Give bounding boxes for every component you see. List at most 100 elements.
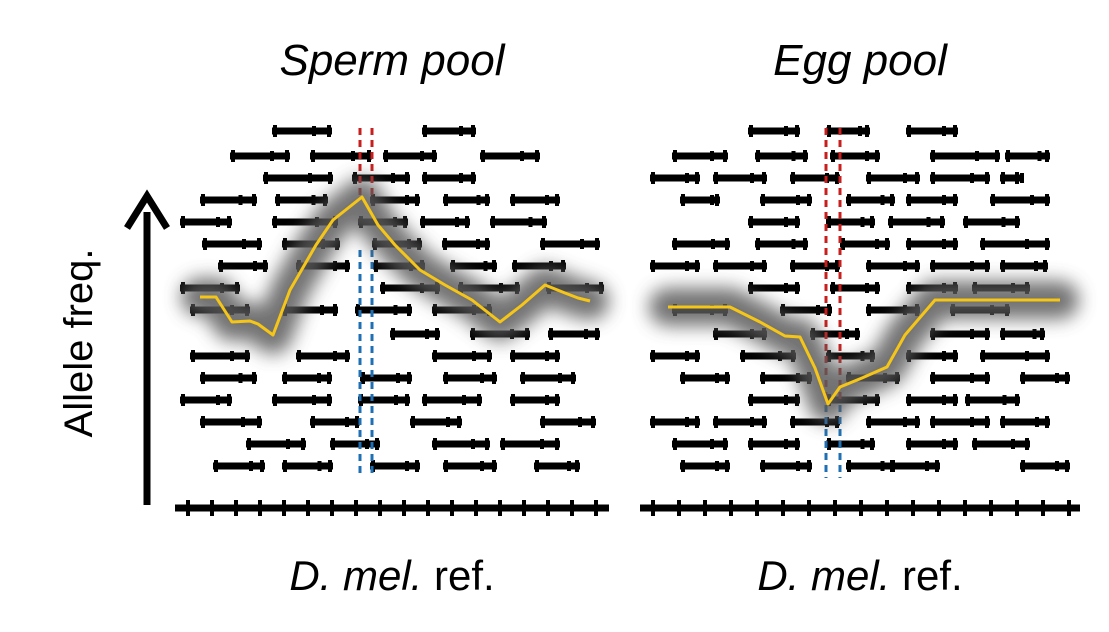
sequencing-read	[650, 260, 700, 272]
sequencing-read	[422, 125, 476, 137]
sequencing-read	[200, 194, 257, 206]
sequencing-read	[500, 438, 560, 450]
reference-label-species: D. mel.	[289, 552, 422, 599]
reference-label: D. mel. ref.	[757, 552, 962, 599]
sequencing-read	[790, 172, 840, 184]
sequencing-read	[1005, 150, 1050, 162]
frequency-line	[200, 195, 591, 337]
sequencing-read	[443, 194, 490, 206]
sequencing-read	[180, 394, 232, 406]
sequencing-read	[680, 372, 730, 384]
sequencing-read	[180, 216, 232, 228]
sequencing-read	[1020, 372, 1070, 384]
sequencing-read	[422, 172, 476, 184]
sequencing-read	[680, 194, 720, 206]
sequencing-read	[230, 150, 290, 162]
sequencing-read	[432, 350, 492, 362]
allele-frequency-trace	[181, 178, 609, 354]
sequencing-read	[480, 150, 540, 162]
sequencing-read	[510, 350, 560, 362]
sequencing-read	[760, 194, 812, 206]
sequencing-read	[1020, 460, 1070, 472]
reference-label-suffix: ref.	[422, 552, 494, 599]
sequencing-read	[965, 394, 1020, 406]
sequencing-read	[383, 150, 437, 162]
sequencing-read	[370, 460, 420, 472]
reference-label-species: D. mel.	[757, 552, 890, 599]
sequencing-read	[352, 172, 410, 184]
sequencing-read	[826, 438, 875, 450]
sequencing-read	[713, 260, 767, 272]
sequencing-read	[1000, 260, 1048, 272]
sequencing-read	[930, 150, 1000, 162]
sequencing-read	[906, 194, 958, 206]
sequencing-read	[826, 216, 875, 228]
sequencing-read	[510, 394, 560, 406]
sequencing-read	[263, 172, 333, 184]
sequencing-read	[650, 350, 700, 362]
sequencing-read	[272, 125, 332, 137]
sequencing-read	[540, 416, 596, 428]
sequencing-read	[443, 460, 497, 472]
sequencing-read	[930, 328, 990, 340]
sequencing-read	[980, 238, 1050, 250]
sequencing-read	[980, 350, 1050, 362]
sequencing-read	[202, 238, 262, 250]
sequencing-read	[830, 282, 880, 294]
sequencing-read	[358, 394, 410, 406]
panel-sperm-pool: Sperm pool D. mel. ref.	[175, 36, 609, 599]
sequencing-read	[890, 460, 940, 472]
sequencing-read	[780, 304, 832, 316]
sequencing-read	[275, 194, 328, 206]
axis-label: Allele freq.	[57, 249, 101, 438]
sequencing-read	[510, 194, 560, 206]
sequencing-read	[512, 260, 566, 272]
sequencing-read	[906, 125, 958, 137]
sequencing-read	[906, 238, 958, 250]
sequencing-read	[906, 394, 958, 406]
sequencing-read	[713, 172, 767, 184]
sequencing-read	[790, 260, 840, 272]
sequencing-read	[930, 372, 990, 384]
sequencing-read	[930, 172, 990, 184]
sequencing-read	[200, 416, 262, 428]
sequencing-read	[360, 372, 412, 384]
sequencing-read	[990, 194, 1050, 206]
sequencing-read	[272, 394, 332, 406]
sequencing-read	[540, 238, 600, 250]
sequencing-read	[443, 372, 497, 384]
frequency-line	[668, 298, 1060, 406]
sequencing-read	[218, 260, 268, 272]
sequencing-read	[930, 416, 990, 428]
sequencing-read	[310, 416, 360, 428]
sequencing-read	[548, 328, 600, 340]
read-layer	[650, 125, 1070, 472]
sequencing-read	[826, 125, 870, 137]
sequencing-read	[866, 260, 920, 272]
sequencing-read	[650, 172, 700, 184]
sequencing-read	[422, 394, 482, 406]
sequencing-read	[672, 150, 728, 162]
sequencing-read	[490, 216, 547, 228]
sequencing-read	[534, 460, 580, 472]
sequencing-read	[410, 416, 462, 428]
sequencing-read	[866, 172, 920, 184]
sequencing-read	[355, 304, 412, 316]
sequencing-read	[866, 416, 920, 428]
sequencing-read	[748, 282, 800, 294]
panel-title: Sperm pool	[279, 36, 505, 85]
sequencing-read	[190, 350, 250, 362]
panel-egg-pool: Egg pool D. mel. ref.	[640, 36, 1080, 599]
sequencing-read	[213, 460, 265, 472]
sequencing-read	[963, 216, 1020, 228]
sequencing-read	[972, 438, 1030, 450]
sequencing-read	[520, 372, 576, 384]
sequencing-read	[840, 238, 890, 250]
sequencing-read	[650, 416, 700, 428]
panel-title: Egg pool	[773, 36, 948, 85]
reference-label-suffix: ref.	[890, 552, 962, 599]
sequencing-read	[830, 150, 880, 162]
sequencing-read	[713, 416, 767, 428]
sequencing-read	[748, 216, 800, 228]
sequencing-read	[748, 394, 800, 406]
